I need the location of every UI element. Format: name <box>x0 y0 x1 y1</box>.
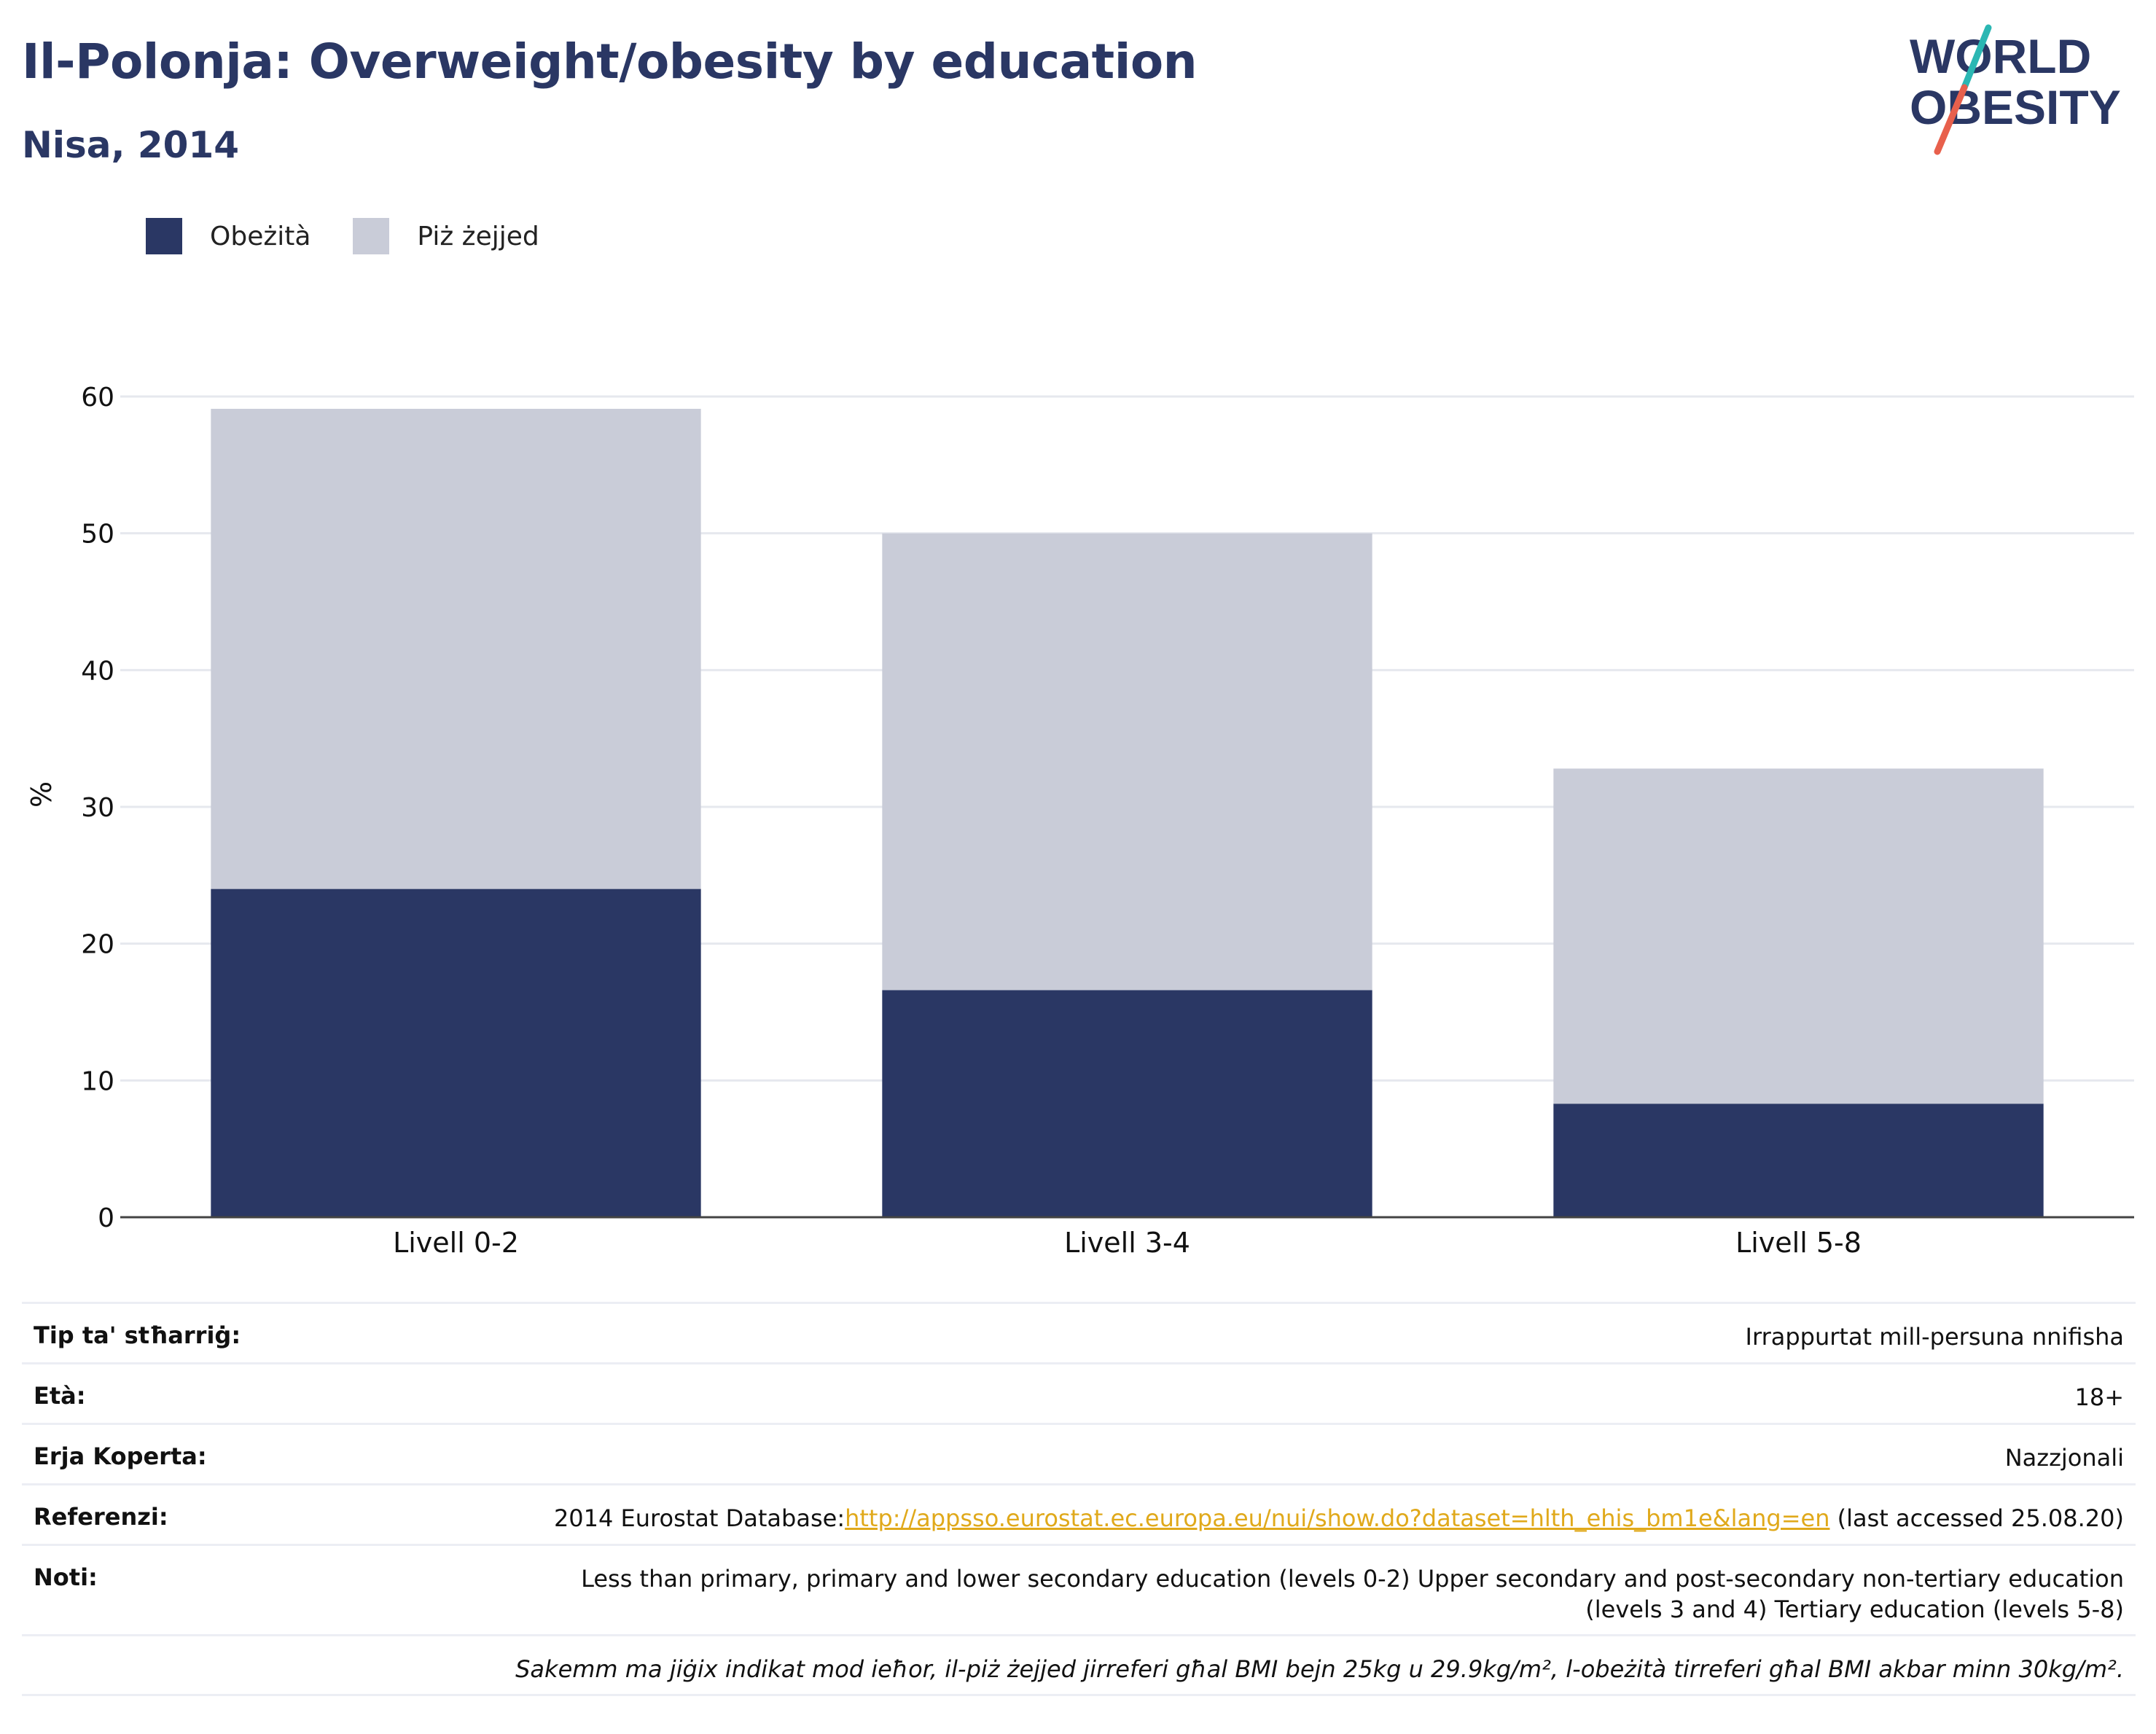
legend-label-obesity: Obeżità <box>210 221 311 251</box>
info-value-notes: Less than primary, primary and lower sec… <box>581 1563 2124 1634</box>
info-row-footnote: Sakemm ma jiġix indikat mod ieħor, il-pi… <box>22 1634 2136 1696</box>
page-title: Il-Polonja: Overweight/obesity by educat… <box>22 34 1198 90</box>
x-tick-label: Livell 0-2 <box>393 1227 519 1259</box>
footnote-text: Sakemm ma jiġix indikat mod ieħor, il-pi… <box>515 1655 2124 1683</box>
info-label-survey-type: Tip ta' stħarriġ: <box>34 1321 241 1349</box>
info-label-area: Erja Koperta: <box>34 1442 207 1470</box>
page-subtitle: Nisa, 2014 <box>22 124 240 166</box>
y-tick-label: 60 <box>81 383 114 413</box>
info-label-references: Referenzi: <box>34 1503 168 1531</box>
y-tick-label: 30 <box>81 793 114 823</box>
bar-overweight <box>1553 768 2044 1104</box>
x-tick-label: Livell 3-4 <box>1064 1227 1190 1259</box>
info-table: Tip ta' stħarriġ: Irrappurtat mill-persu… <box>22 1302 2136 1696</box>
notes-line-1: Less than primary, primary and lower sec… <box>581 1565 2124 1593</box>
info-label-age: Età: <box>34 1382 86 1410</box>
info-value-area: Nazzjonali <box>2004 1444 2124 1472</box>
reference-link[interactable]: http://appsso.eurostat.ec.europa.eu/nui/… <box>845 1504 1830 1532</box>
reference-prefix: 2014 Eurostat Database: <box>553 1504 845 1532</box>
logo-slash-bottom <box>1934 84 1968 155</box>
info-row-area: Erja Koperta: Nazzjonali <box>22 1423 2136 1483</box>
info-row-survey-type: Tip ta' stħarriġ: Irrappurtat mill-persu… <box>22 1302 2136 1362</box>
legend-swatch-overweight <box>353 218 390 254</box>
bar-obesity <box>211 889 701 1217</box>
logo-slash-top <box>1961 24 1992 91</box>
y-tick-label: 20 <box>81 930 114 960</box>
info-row-references: Referenzi: 2014 Eurostat Database:http:/… <box>22 1483 2136 1544</box>
y-tick-label: 40 <box>81 656 114 686</box>
x-tick-labels: Livell 0-2 Livell 3-4 Livell 5-8 <box>120 1216 2134 1259</box>
legend-swatch-obesity <box>146 218 182 254</box>
reference-suffix: (last accessed 25.08.20) <box>1829 1504 2124 1532</box>
legend-item-obesity[interactable]: Obeżità <box>146 218 310 254</box>
logo-text-obesity: OBESITY <box>1910 80 2121 134</box>
legend-label-overweight: Piż żejjed <box>417 221 539 251</box>
y-axis-label: % <box>26 781 58 808</box>
info-row-age: Età: 18+ <box>22 1362 2136 1423</box>
x-tick-label: Livell 5-8 <box>1735 1227 1862 1259</box>
info-label-notes: Noti: <box>34 1563 98 1591</box>
logo-text-world: WORLD <box>1910 29 2091 83</box>
info-value-survey-type: Irrappurtat mill-persuna nnifisha <box>1745 1323 2124 1351</box>
bar-obesity <box>882 990 1372 1217</box>
info-value-references: 2014 Eurostat Database:http://appsso.eur… <box>554 1503 2124 1544</box>
notes-line-2: (levels 3 and 4) Tertiary education (lev… <box>1585 1596 2124 1623</box>
bar-overweight <box>882 533 1372 991</box>
bar-obesity <box>1553 1104 2044 1217</box>
y-tick-label: 0 <box>98 1203 114 1233</box>
world-obesity-logo: WORLD OBESITY <box>1910 24 2121 155</box>
info-row-notes: Noti: Less than primary, primary and low… <box>22 1544 2136 1634</box>
chart-legend: Obeżità Piż żejjed <box>146 217 582 255</box>
bars <box>211 408 2044 1217</box>
y-tick-labels: 0 10 20 30 40 50 60 <box>81 383 114 1233</box>
legend-item-overweight[interactable]: Piż żejjed <box>353 218 539 254</box>
bar-overweight <box>211 408 701 889</box>
info-value-age: 18+ <box>2074 1383 2124 1411</box>
y-tick-label: 10 <box>81 1066 114 1096</box>
y-tick-label: 50 <box>81 520 114 550</box>
